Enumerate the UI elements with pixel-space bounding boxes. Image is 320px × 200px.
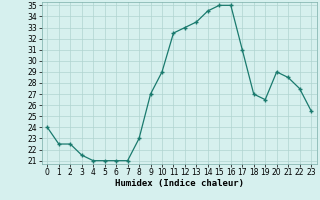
X-axis label: Humidex (Indice chaleur): Humidex (Indice chaleur)	[115, 179, 244, 188]
